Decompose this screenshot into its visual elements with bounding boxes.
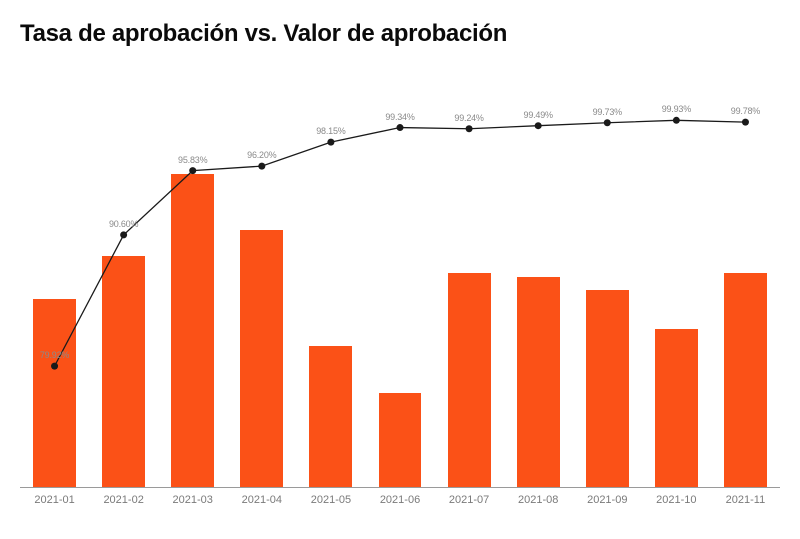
bar-rect — [724, 273, 767, 488]
line-point-label: 99.24% — [454, 113, 483, 123]
bar-rect — [171, 174, 214, 488]
x-axis-label: 2021-09 — [587, 494, 627, 506]
bar-rect — [33, 299, 76, 488]
line-point-label: 99.34% — [385, 112, 414, 122]
x-axis-label: 2021-11 — [726, 494, 766, 506]
chart-plot-area: 79.92% 90.60% 95.83% 96.20% 98.15% 99.34% 99.2… — [20, 58, 780, 488]
x-axis-label: 2021-08 — [518, 494, 558, 506]
bar-rect — [448, 273, 491, 488]
bar — [724, 58, 767, 488]
line-point-label: 99.49% — [524, 110, 553, 120]
x-axis-label: 2021-03 — [173, 494, 213, 506]
bar-rect — [655, 329, 698, 488]
x-axis-label: 2021-04 — [242, 494, 282, 506]
line-point-label: 99.78% — [731, 106, 760, 116]
x-axis-label: 2021-05 — [311, 494, 351, 506]
bar — [517, 58, 560, 488]
chart-container: Tasa de aprobación vs. Valor de aprobaci… — [0, 0, 800, 539]
bar — [309, 58, 352, 488]
bar — [33, 58, 76, 488]
bar-rect — [586, 290, 629, 488]
bar-rect — [102, 256, 145, 488]
line-point-label: 96.20% — [247, 150, 276, 160]
x-axis-label: 2021-02 — [103, 494, 143, 506]
x-axis-label: 2021-07 — [449, 494, 489, 506]
x-axis-labels: 2021-01 2021-02 2021-03 2021-04 2021-05 2021-… — [20, 488, 780, 518]
x-axis-label: 2021-10 — [656, 494, 696, 506]
line-point-label: 99.93% — [662, 104, 691, 114]
line-point-label: 99.73% — [593, 107, 622, 117]
bar — [655, 58, 698, 488]
bar — [379, 58, 422, 488]
bar-rect — [240, 230, 283, 488]
line-point-label: 95.83% — [178, 155, 207, 165]
bar — [102, 58, 145, 488]
line-point-label: 79.92% — [40, 350, 69, 360]
bar — [240, 58, 283, 488]
bars-layer — [20, 58, 780, 488]
bar-rect — [309, 346, 352, 488]
bar — [586, 58, 629, 488]
bar-rect — [379, 393, 422, 488]
bar — [171, 58, 214, 488]
line-point-label: 98.15% — [316, 126, 345, 136]
x-axis-label: 2021-01 — [34, 494, 74, 506]
chart-title: Tasa de aprobación vs. Valor de aprobaci… — [20, 20, 780, 48]
bar-rect — [517, 277, 560, 488]
x-axis-label: 2021-06 — [380, 494, 420, 506]
line-point-label: 90.60% — [109, 219, 138, 229]
